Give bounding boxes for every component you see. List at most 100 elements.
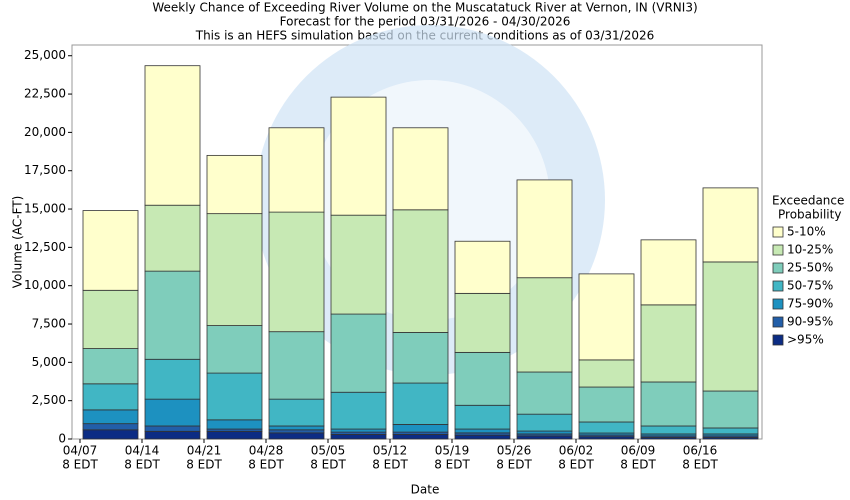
- bar-segment: [640, 304, 697, 383]
- bar-segment: [330, 428, 387, 433]
- bar-segment: [268, 432, 325, 440]
- bar-segment: [268, 211, 325, 333]
- bar-segment: [516, 430, 573, 435]
- legend-swatch: [772, 316, 784, 328]
- x-tick-label: 04/14: [125, 444, 160, 458]
- bar-segment: [144, 398, 201, 427]
- bar-segment: [702, 427, 759, 435]
- bar-segment: [454, 428, 511, 434]
- x-tick-label: 05/19: [435, 444, 470, 458]
- bar-segment: [206, 325, 263, 374]
- bar-segment: [268, 331, 325, 400]
- bar-segment: [640, 381, 697, 427]
- y-tick-label: 25,000: [24, 48, 66, 62]
- bar-segment: [268, 127, 325, 213]
- legend-swatch: [772, 262, 784, 274]
- legend-label: 75-90%: [787, 297, 833, 311]
- bar-segment: [206, 419, 263, 430]
- bar-segment: [702, 187, 759, 263]
- x-tick-sublabel: 8 EDT: [620, 458, 656, 472]
- legend-title: Exceedance: [772, 194, 844, 208]
- x-tick-sublabel: 8 EDT: [496, 458, 532, 472]
- title-block: Weekly Chance of Exceeding River Volume …: [152, 1, 697, 43]
- y-tick-label: 17,500: [24, 163, 66, 177]
- x-tick-sublabel: 8 EDT: [310, 458, 346, 472]
- y-tick-label: 5,000: [32, 355, 66, 369]
- bar-segment: [516, 179, 573, 279]
- y-tick-label: 20,000: [24, 125, 66, 139]
- x-tick-sublabel: 8 EDT: [62, 458, 98, 472]
- bar-segment: [640, 425, 697, 435]
- bar-segment: [144, 270, 201, 360]
- y-tick-label: 15,000: [24, 202, 66, 216]
- x-tick-sublabel: 8 EDT: [186, 458, 222, 472]
- bar-segment: [330, 391, 387, 430]
- bar-segment: [268, 398, 325, 427]
- y-tick-label: 22,500: [24, 87, 66, 101]
- x-tick-label: 06/02: [559, 444, 594, 458]
- bar-segment: [454, 240, 511, 294]
- legend-swatch: [772, 280, 784, 292]
- bar-segment: [82, 429, 139, 440]
- bar-segment: [206, 213, 263, 326]
- legend-swatch: [772, 226, 784, 238]
- bar-segment: [454, 351, 511, 406]
- x-tick-label: 04/07: [63, 444, 98, 458]
- bar-segment: [516, 413, 573, 432]
- bar-segment: [82, 409, 139, 425]
- bar-segment: [330, 434, 387, 440]
- bar-segment: [82, 348, 139, 385]
- x-tick-label: 04/21: [187, 444, 222, 458]
- y-tick-label: 0: [58, 432, 66, 446]
- bar-segment: [330, 214, 387, 315]
- bar-segment: [578, 386, 635, 423]
- bar-segment: [454, 292, 511, 353]
- x-tick-sublabel: 8 EDT: [682, 458, 718, 472]
- x-axis-label: Date: [411, 483, 440, 497]
- bar-segment: [144, 204, 201, 272]
- bar-segment: [144, 358, 201, 400]
- y-tick-label: 7,500: [32, 317, 66, 331]
- bar-segment: [206, 372, 263, 421]
- x-tick-label: 04/28: [249, 444, 284, 458]
- legend-label: 25-50%: [787, 261, 833, 275]
- legend-label: 5-10%: [787, 225, 826, 239]
- bar-segment: [578, 273, 635, 361]
- legend-title: Probability: [778, 208, 841, 222]
- bar-segment: [268, 429, 325, 434]
- legend-label: 90-95%: [787, 315, 833, 329]
- legend-label: 50-75%: [787, 279, 833, 293]
- x-tick-label: 05/05: [311, 444, 346, 458]
- legend-swatch: [772, 298, 784, 310]
- x-tick-label: 06/16: [683, 444, 718, 458]
- y-tick-label: 10,000: [24, 278, 66, 292]
- bar-segment: [144, 425, 201, 432]
- x-tick-sublabel: 8 EDT: [372, 458, 408, 472]
- bar-segment: [702, 261, 759, 392]
- bar-segment: [82, 383, 139, 411]
- bar-segment: [206, 154, 263, 215]
- x-tick-sublabel: 8 EDT: [248, 458, 284, 472]
- bar-segment: [268, 425, 325, 431]
- bar-segment: [392, 209, 449, 333]
- bar-segment: [702, 390, 759, 429]
- bar-segment: [392, 382, 449, 425]
- y-tick-label: 2,500: [32, 393, 66, 407]
- x-tick-label: 06/09: [621, 444, 656, 458]
- bar-segment: [330, 96, 387, 216]
- bar-segment: [578, 421, 635, 434]
- x-tick-sublabel: 8 EDT: [124, 458, 160, 472]
- x-tick-label: 05/12: [373, 444, 408, 458]
- bar-segment: [82, 289, 139, 349]
- bar-segment: [516, 371, 573, 415]
- bar-segment: [578, 359, 635, 388]
- bar-segment: [392, 424, 449, 433]
- bar-segment: [392, 127, 449, 211]
- y-tick-label: 12,500: [24, 240, 66, 254]
- bar-segment: [454, 404, 511, 430]
- bar-segment: [144, 65, 201, 206]
- chart-title: Weekly Chance of Exceeding River Volume …: [152, 1, 697, 15]
- bar-segment: [330, 313, 387, 393]
- legend-swatch: [772, 334, 784, 346]
